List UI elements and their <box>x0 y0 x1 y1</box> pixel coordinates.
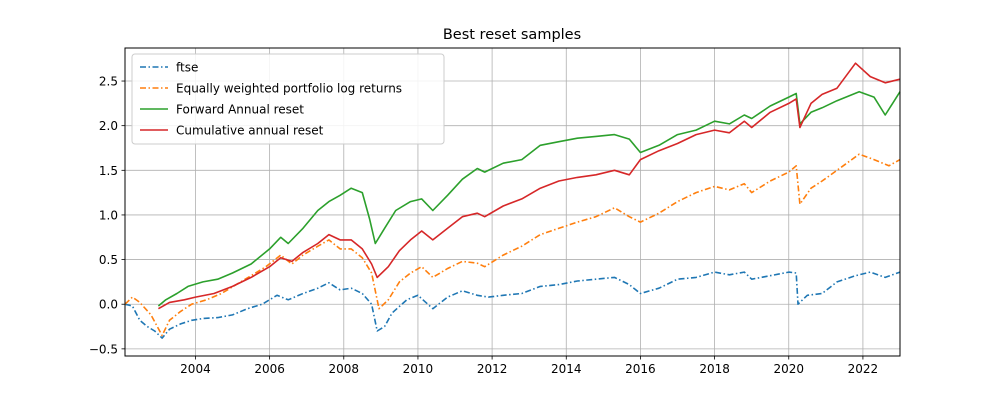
legend-label-cumulative-annual-reset: Cumulative annual reset <box>176 124 324 138</box>
x-tick-label: 2022 <box>848 362 879 376</box>
legend-box <box>131 53 445 145</box>
x-tick-label: 2010 <box>403 362 434 376</box>
y-tick-label: −0.5 <box>89 342 118 356</box>
series-line-forward-annual-reset <box>157 90 901 307</box>
axis-ticks: 2004 2006 2008 2010 2012 2014 2016 2018 2020 2022… <box>89 75 878 376</box>
legend: ftse Equally weighted portfolio log retur… <box>131 53 445 145</box>
legend-label-equally-weighted-portfolio-log-returns: Equally weighted portfolio log returns <box>176 82 402 96</box>
y-tick-label: 2.0 <box>99 119 118 133</box>
y-tick-label: 0.5 <box>99 253 118 267</box>
y-tick-label: 1.0 <box>99 208 118 222</box>
x-tick-label: 2018 <box>699 362 730 376</box>
y-tick-label: 1.5 <box>99 164 118 178</box>
x-tick-label: 2014 <box>551 362 582 376</box>
x-tick-label: 2006 <box>254 362 285 376</box>
x-tick-label: 2004 <box>180 362 211 376</box>
legend-label-forward-annual-reset: Forward Annual reset <box>176 103 304 117</box>
series-lines <box>124 62 901 339</box>
series-line-equally-weighted-portfolio-log-returns <box>124 153 901 337</box>
grid <box>125 48 900 356</box>
x-tick-label: 2008 <box>329 362 360 376</box>
y-tick-label: 2.5 <box>99 75 118 89</box>
chart-title: Best reset samples <box>443 27 581 43</box>
x-tick-label: 2020 <box>773 362 804 376</box>
series-line-ftse <box>124 271 901 339</box>
plot-area-frame <box>124 47 901 357</box>
legend-label-ftse: ftse <box>176 61 198 75</box>
x-tick-label: 2012 <box>477 362 508 376</box>
y-tick-label: 0.0 <box>99 298 118 312</box>
x-tick-label: 2016 <box>625 362 656 376</box>
series-line-cumulative-annual-reset <box>158 62 901 310</box>
